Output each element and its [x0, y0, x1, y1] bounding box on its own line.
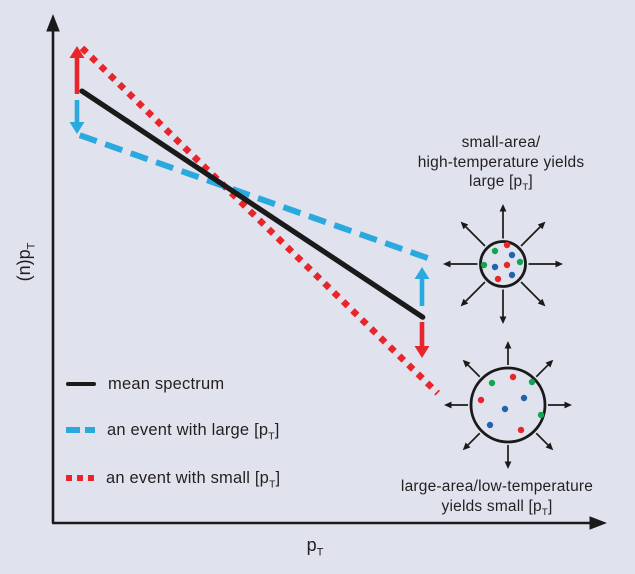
particle-dot-dot_green	[480, 261, 488, 269]
legend-label-2-sub: T	[269, 478, 276, 490]
legend-label-event-small-pt: an event with small [pT]	[106, 468, 281, 490]
large-area-cluster	[444, 341, 572, 469]
emission-arrow-shaft	[520, 281, 541, 302]
x-axis-label-text: p	[306, 535, 317, 555]
left-red-up-arrow-head	[69, 46, 85, 58]
particle-dot-red	[494, 275, 502, 283]
series-line-dashed	[78, 132, 434, 263]
emission-arrow-head	[504, 461, 512, 469]
y-axis-label: (n)pT	[14, 197, 38, 327]
emission-arrow-head	[504, 341, 512, 349]
legend-label-2-prefix: an event with small [p	[106, 468, 270, 487]
emission-arrow-shaft	[465, 281, 486, 302]
legend-label-1-suffix: ]	[274, 420, 280, 439]
particle-dot-dot_blue	[491, 263, 499, 271]
emission-arrow-head	[555, 260, 563, 268]
annotation-large-area-line2-sub: T	[541, 506, 548, 518]
small-area-cluster	[443, 204, 563, 324]
particle-dot-dot_green	[537, 411, 545, 419]
y-axis-arrowhead	[46, 14, 60, 32]
particle-dot-dot_blue	[508, 271, 516, 279]
legend-item-mean-spectrum: mean spectrum	[66, 374, 224, 394]
event-clusters	[443, 204, 572, 469]
emission-arrow-head	[499, 204, 507, 212]
annotation-large-area-line2: yields small [pT]	[362, 497, 632, 517]
particle-dot-dot_green	[528, 378, 536, 386]
legend-swatch-solid-line	[66, 381, 96, 387]
legend-item-event-large-pt: an event with large [pT]	[66, 420, 280, 442]
emission-arrow-head	[537, 221, 546, 230]
legend-swatch-dashed-line	[66, 427, 95, 433]
x-axis-label-subscript: T	[316, 546, 324, 559]
particle-dot-red	[503, 261, 511, 269]
particle-dot-red	[477, 396, 485, 404]
annotation-large-area-line1: large-area/low-temperature	[400, 478, 594, 495]
legend-label-event-large-pt: an event with large [pT]	[107, 420, 280, 442]
emission-arrow-head	[443, 260, 451, 268]
particle-dot-dot_blue	[508, 251, 516, 259]
emission-arrow-head	[545, 442, 554, 451]
annotation-small-area: small-area/ high-temperature yields larg…	[381, 133, 621, 192]
particle-dot-red	[517, 426, 525, 434]
cluster-circle	[469, 366, 547, 444]
annotation-small-area-line3-sub: T	[522, 182, 529, 194]
legend-label-1-sub: T	[268, 430, 275, 442]
x-axis-label: pT	[275, 535, 355, 559]
emission-arrow-shaft	[520, 226, 541, 247]
annotation-large-area-line2-prefix: yields small [p	[441, 497, 542, 515]
particle-dot-dot_blue	[501, 405, 509, 413]
x-axis-arrowhead	[589, 516, 607, 530]
legend-item-event-small-pt: an event with small [pT]	[66, 468, 281, 490]
emission-arrow-shaft	[465, 226, 486, 247]
emission-arrow-shaft	[467, 364, 481, 378]
legend-label-2-suffix: ]	[275, 468, 281, 487]
legend-label-mean-spectrum: mean spectrum	[108, 375, 224, 394]
emission-arrow-head	[444, 401, 452, 409]
annotation-small-area-line1: small-area/	[461, 134, 541, 151]
emission-arrow-shaft	[535, 432, 549, 446]
emission-arrow-shaft	[467, 432, 481, 446]
annotation-small-area-line3: large [pT]	[381, 172, 621, 192]
particle-dot-dot_blue	[520, 394, 528, 402]
left-blue-down-arrow-head	[69, 122, 85, 134]
annotation-small-area-line3-suffix: ]	[528, 173, 533, 190]
emission-arrow-head	[545, 359, 554, 368]
particle-dot-dot_green	[488, 379, 496, 387]
emission-arrow-head	[462, 442, 471, 451]
emission-arrow-head	[460, 298, 469, 307]
annotation-large-area-line2-suffix: ]	[547, 497, 553, 515]
right-red-down-arrow-head	[414, 346, 430, 358]
legend-swatch-dotted-line	[66, 474, 94, 482]
spectrum-lines	[78, 45, 440, 396]
series-line-solid	[79, 88, 426, 320]
annotation-small-area-line3-prefix: large [p	[469, 173, 523, 190]
emission-arrow-head	[537, 298, 546, 307]
legend-label-0-prefix: mean spectrum	[108, 374, 225, 393]
right-blue-up-arrow-head	[414, 267, 430, 279]
legend-label-1-prefix: an event with large [p	[107, 420, 269, 439]
annotation-small-area-line2: high-temperature yields	[417, 153, 585, 171]
emission-arrow-head	[564, 401, 572, 409]
series-line-dotted	[79, 45, 440, 396]
particle-dot-dot_blue	[486, 421, 494, 429]
fluctuation-arrows	[69, 46, 430, 358]
particle-dot-red	[509, 373, 517, 381]
emission-arrow-shaft	[535, 364, 549, 378]
y-axis-label-text: (n)p	[14, 249, 34, 282]
emission-arrow-head	[499, 316, 507, 324]
y-axis-label-subscript: T	[25, 242, 38, 250]
annotation-large-area: large-area/low-temperature yields small …	[362, 477, 632, 517]
particle-dot-dot_green	[491, 247, 499, 255]
emission-arrow-head	[460, 221, 469, 230]
emission-arrow-head	[462, 359, 471, 368]
particle-dot-dot_green	[516, 258, 524, 266]
particle-dot-red	[503, 241, 511, 249]
